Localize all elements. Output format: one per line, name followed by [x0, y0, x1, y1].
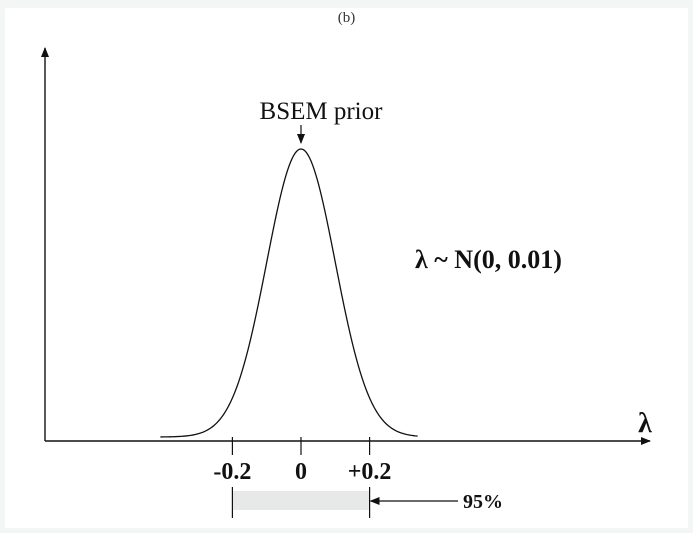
x-tick-label: +0.2 [348, 459, 392, 485]
x-axis-label: λ [638, 408, 652, 439]
x-ticks: -0.2 0 +0.2 [213, 437, 391, 485]
panel-label: (b) [337, 10, 356, 26]
peak-label: BSEM prior [260, 98, 384, 125]
density-curve [160, 148, 418, 438]
interval-bar [232, 491, 370, 510]
distribution-formula: λ ~ N(0, 0.01) [415, 245, 562, 274]
x-tick-label: 0 [295, 459, 307, 485]
x-tick-label: -0.2 [213, 459, 251, 485]
interval-label: 95% [463, 491, 503, 513]
interval-95: 95% [231, 487, 503, 518]
